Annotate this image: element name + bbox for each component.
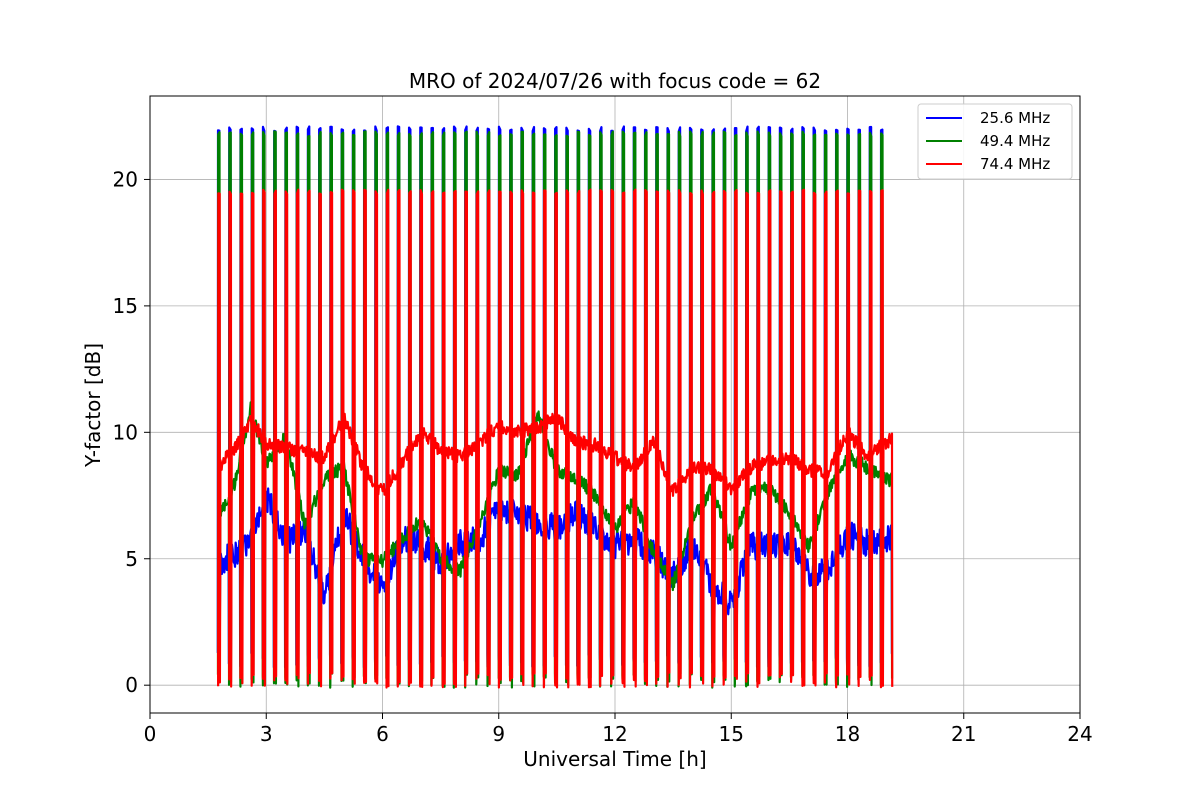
legend-label-0: 25.6 MHz [980, 109, 1050, 127]
x-tick-label: 6 [376, 722, 389, 746]
x-tick-label: 18 [835, 722, 860, 746]
x-axis-label: Universal Time [h] [523, 747, 706, 771]
series-line-2 [217, 188, 894, 689]
legend-box [917, 103, 1073, 180]
x-tick-label: 24 [1067, 722, 1092, 746]
x-tick-label: 3 [260, 722, 273, 746]
x-tick-label: 9 [492, 722, 505, 746]
x-tick-label: 0 [144, 722, 157, 746]
legend-label-1: 49.4 MHz [980, 132, 1050, 150]
legend: 25.6 MHz 49.4 MHz 74.4 MHz [917, 103, 1073, 180]
y-tick-label: 15 [113, 294, 138, 318]
axis-layer: 0 3 6 9 12 15 18 21 24 0 5 10 15 20 [113, 167, 1093, 746]
x-tick-label: 12 [602, 722, 627, 746]
y-axis-label: Y-factor [dB] [81, 343, 105, 468]
x-tick-label: 21 [951, 722, 976, 746]
series-layer [216, 125, 894, 689]
legend-label-2: 74.4 MHz [980, 155, 1050, 173]
y-tick-label: 10 [113, 420, 138, 444]
y-tick-label: 0 [125, 673, 138, 697]
y-tick-label: 5 [125, 547, 138, 571]
y-tick-label: 20 [113, 167, 138, 191]
chart-title: MRO of 2024/07/26 with focus code = 62 [409, 69, 821, 93]
grid-layer [149, 96, 1081, 713]
x-tick-label: 15 [719, 722, 744, 746]
